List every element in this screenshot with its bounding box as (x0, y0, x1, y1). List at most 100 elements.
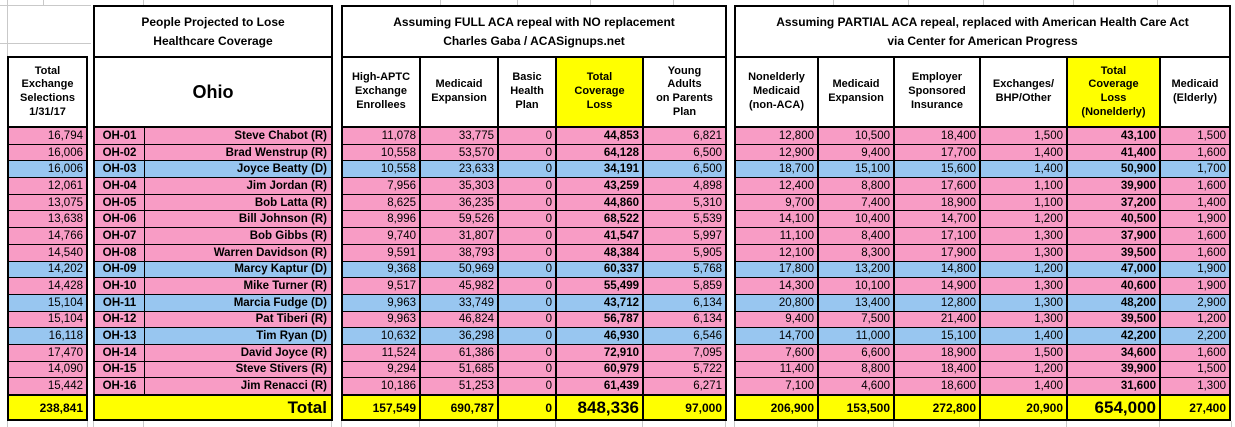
partial-repeal-value-cell[interactable]: 17,600 (895, 178, 981, 194)
partial-repeal-value-cell[interactable]: 1,900 (1197, 213, 1226, 226)
partial-repeal-value-cell[interactable]: 39,500 (1068, 311, 1161, 328)
representative-name-cell[interactable]: Bob Latta (R) (254, 196, 327, 209)
representative-name-cell[interactable]: Jim Jordan (R) (246, 179, 327, 192)
partial-repeal-value-cell[interactable]: 18,400 (895, 128, 981, 144)
partial-repeal-value-cell[interactable]: 1,200 (981, 211, 1068, 228)
partial-repeal-value-cell[interactable]: 18,700 (736, 161, 819, 178)
partial-repeal-value-cell[interactable]: 13,200 (819, 261, 895, 278)
partial-repeal-value-cell[interactable]: 21,400 (895, 311, 981, 328)
full-repeal-value-cell[interactable]: 50,969 (421, 261, 499, 278)
partial-repeal-value-cell[interactable]: 18,900 (895, 194, 981, 211)
full-repeal-value-cell[interactable]: 53,570 (421, 144, 499, 161)
partial-repeal-value-cell[interactable]: 1,600 (1197, 246, 1226, 259)
full-repeal-value-cell[interactable]: 6,271 (693, 380, 722, 393)
partial-repeal-value-cell[interactable]: 8,800 (819, 361, 895, 378)
full-repeal-value-cell[interactable]: 64,128 (557, 144, 644, 161)
partial-repeal-value-cell[interactable]: 12,400 (736, 178, 819, 194)
district-code-cell[interactable]: OH-10 (95, 278, 145, 294)
representative-name-cell[interactable]: Warren Davidson (R) (213, 246, 327, 259)
partial-repeal-value-cell[interactable]: 1,200 (1197, 313, 1226, 326)
partial-repeal-value-cell[interactable]: 39,900 (1068, 361, 1161, 378)
partial-repeal-value-cell[interactable]: 1,200 (981, 361, 1068, 378)
full-repeal-total-cell[interactable]: 848,336 (557, 396, 644, 419)
partial-repeal-total-cell[interactable]: 206,900 (736, 396, 819, 419)
district-code-cell[interactable]: OH-15 (95, 361, 145, 378)
partial-colheader-cell[interactable]: Employer Sponsored Insurance (895, 58, 981, 126)
full-repeal-value-cell[interactable]: 72,910 (557, 344, 644, 361)
representative-name-cell[interactable]: David Joyce (R) (240, 346, 327, 359)
exchange-selections-cell[interactable]: 16,006 (47, 146, 83, 159)
partial-repeal-value-cell[interactable]: 1,600 (1197, 346, 1226, 359)
full-repeal-value-cell[interactable]: 34,191 (557, 161, 644, 178)
partial-repeal-value-cell[interactable]: 6,600 (819, 344, 895, 361)
full-repeal-value-cell[interactable]: 59,526 (421, 211, 499, 228)
full-repeal-value-cell[interactable]: 55,499 (557, 278, 644, 294)
full-repeal-value-cell[interactable]: 44,860 (557, 194, 644, 211)
partial-repeal-total-cell[interactable]: 20,900 (981, 396, 1068, 419)
partial-repeal-value-cell[interactable]: 12,100 (736, 244, 819, 261)
full-repeal-title-cell[interactable]: Assuming FULL ACA repeal with NO replace… (343, 7, 725, 58)
partial-repeal-value-cell[interactable]: 8,400 (819, 228, 895, 244)
partial-repeal-value-cell[interactable]: 37,200 (1068, 194, 1161, 211)
partial-repeal-value-cell[interactable]: 1,600 (1197, 179, 1226, 192)
full-repeal-value-cell[interactable]: 10,558 (343, 144, 421, 161)
full-repeal-value-cell[interactable]: 0 (499, 161, 557, 178)
full-repeal-value-cell[interactable]: 5,768 (693, 263, 722, 276)
full-repeal-value-cell[interactable]: 56,787 (557, 311, 644, 328)
partial-repeal-value-cell[interactable]: 42,200 (1068, 328, 1161, 344)
district-code-cell[interactable]: OH-09 (95, 261, 145, 278)
full-repeal-value-cell[interactable]: 48,384 (557, 244, 644, 261)
full-repeal-value-cell[interactable]: 23,633 (421, 161, 499, 178)
full-repeal-value-cell[interactable]: 9,740 (343, 228, 421, 244)
partial-repeal-value-cell[interactable]: 1,500 (1197, 129, 1226, 142)
partial-repeal-value-cell[interactable]: 48,200 (1068, 294, 1161, 311)
partial-repeal-value-cell[interactable]: 39,900 (1068, 178, 1161, 194)
partial-repeal-value-cell[interactable]: 1,400 (981, 161, 1068, 178)
exchange-selections-cell[interactable]: 17,470 (47, 346, 83, 359)
full-repeal-value-cell[interactable]: 6,821 (693, 129, 722, 142)
district-code-cell[interactable]: OH-04 (95, 178, 145, 194)
district-code-cell[interactable]: OH-07 (95, 228, 145, 244)
partial-repeal-value-cell[interactable]: 4,600 (819, 378, 895, 394)
full-repeal-value-cell[interactable]: 68,522 (557, 211, 644, 228)
full-repeal-value-cell[interactable]: 5,539 (693, 213, 722, 226)
partial-repeal-value-cell[interactable]: 12,800 (736, 128, 819, 144)
partial-repeal-value-cell[interactable]: 9,700 (736, 194, 819, 211)
partial-repeal-value-cell[interactable]: 34,600 (1068, 344, 1161, 361)
full-repeal-value-cell[interactable]: 11,524 (343, 344, 421, 361)
full-repeal-value-cell[interactable]: 46,824 (421, 311, 499, 328)
partial-repeal-total-cell[interactable]: 27,400 (1161, 396, 1229, 419)
partial-repeal-value-cell[interactable]: 10,500 (819, 128, 895, 144)
partial-colheader-cell[interactable]: Medicaid (Elderly) (1161, 58, 1229, 126)
partial-repeal-value-cell[interactable]: 10,100 (819, 278, 895, 294)
partial-repeal-value-cell[interactable]: 39,500 (1068, 244, 1161, 261)
full-repeal-total-cell[interactable]: 157,549 (343, 396, 421, 419)
district-code-cell[interactable]: OH-11 (95, 294, 145, 311)
representative-name-cell[interactable]: Pat Tiberi (R) (255, 313, 327, 326)
representative-name-cell[interactable]: Mike Turner (R) (243, 280, 328, 293)
full-repeal-value-cell[interactable]: 5,722 (693, 363, 722, 376)
exchange-selections-cell[interactable]: 14,766 (47, 229, 83, 242)
full-repeal-value-cell[interactable]: 0 (499, 178, 557, 194)
full-colheader-cell[interactable]: Total Coverage Loss (557, 58, 644, 126)
full-repeal-value-cell[interactable]: 0 (499, 228, 557, 244)
partial-repeal-value-cell[interactable]: 8,300 (819, 244, 895, 261)
full-repeal-value-cell[interactable]: 0 (499, 361, 557, 378)
partial-repeal-value-cell[interactable]: 40,600 (1068, 278, 1161, 294)
partial-repeal-value-cell[interactable]: 1,500 (1197, 363, 1226, 376)
partial-repeal-total-cell[interactable]: 654,000 (1068, 396, 1161, 419)
partial-repeal-value-cell[interactable]: 1,400 (981, 328, 1068, 344)
partial-repeal-value-cell[interactable]: 1,300 (981, 311, 1068, 328)
exchange-selections-cell[interactable]: 15,104 (47, 313, 83, 326)
partial-repeal-value-cell[interactable]: 7,100 (736, 378, 819, 394)
partial-repeal-value-cell[interactable]: 14,900 (895, 278, 981, 294)
partial-repeal-value-cell[interactable]: 13,400 (819, 294, 895, 311)
exchange-selections-cell[interactable]: 15,442 (47, 380, 83, 393)
partial-repeal-value-cell[interactable]: 1,300 (981, 244, 1068, 261)
partial-colheader-cell[interactable]: Total Coverage Loss (Nonelderly) (1068, 58, 1161, 126)
district-code-cell[interactable]: OH-02 (95, 144, 145, 161)
full-repeal-value-cell[interactable]: 0 (499, 278, 557, 294)
exchange-selections-cell[interactable]: 14,090 (47, 363, 83, 376)
full-colheader-cell[interactable]: Medicaid Expansion (421, 58, 499, 126)
exchange-selections-cell[interactable]: 12,061 (47, 179, 83, 192)
